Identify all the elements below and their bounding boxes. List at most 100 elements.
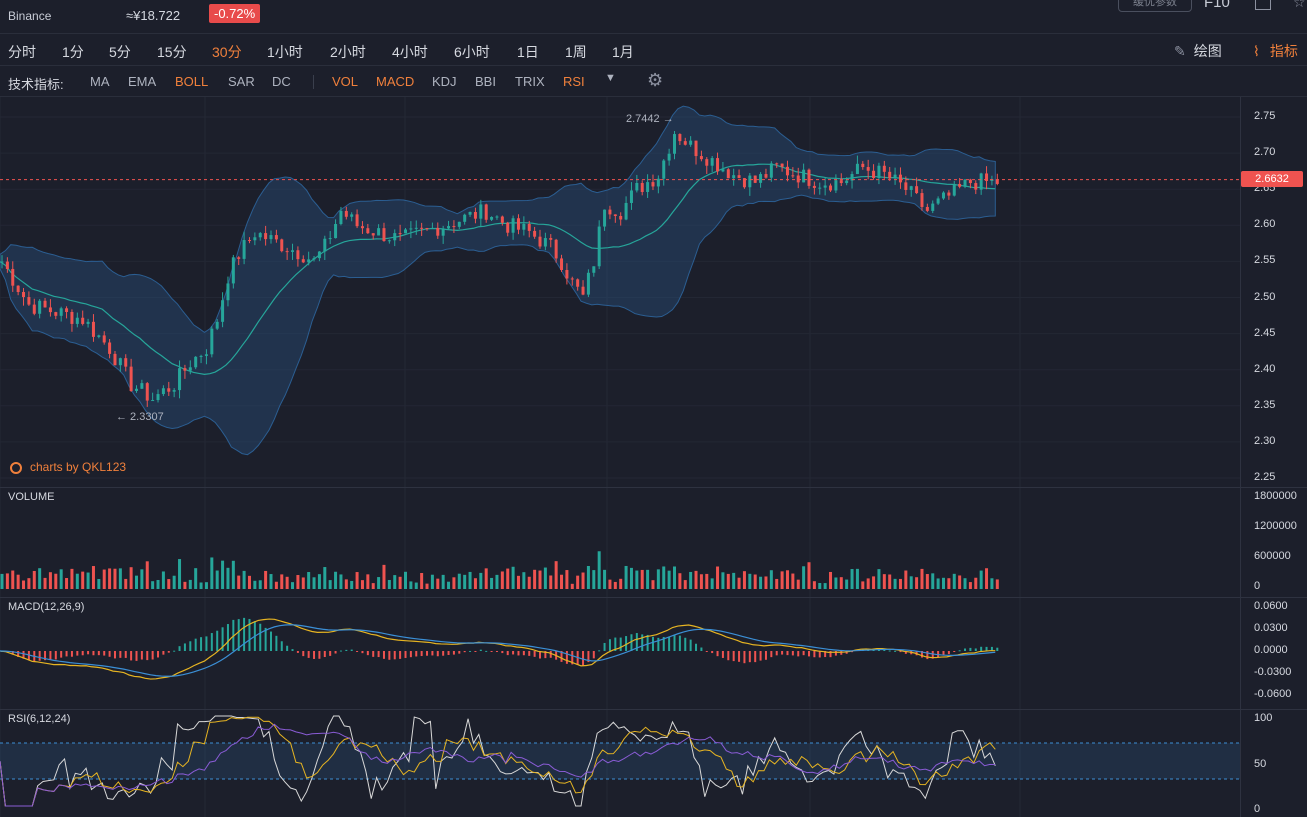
macd-histogram-bar <box>608 639 611 651</box>
macd-histogram-bar <box>651 636 654 651</box>
volume-bar <box>613 581 617 589</box>
period-tab[interactable]: 15分 <box>157 44 187 60</box>
indicator-toggle[interactable]: EMA <box>128 74 157 89</box>
period-tab[interactable]: 1月 <box>612 44 634 60</box>
volume-bar <box>931 573 935 589</box>
chevron-down-icon[interactable]: ▼ <box>605 72 616 84</box>
period-tab[interactable]: 6小时 <box>454 44 490 60</box>
macd-histogram-bar <box>178 646 181 651</box>
candle-body <box>91 321 95 337</box>
macd-histogram-bar <box>727 651 730 661</box>
rsi-line <box>0 715 996 807</box>
period-tab[interactable]: 1分 <box>62 44 84 60</box>
settings-button[interactable]: 缓优参数 <box>1118 0 1192 12</box>
macd-histogram-bar <box>97 651 100 656</box>
candle-body <box>845 180 849 184</box>
candle-body <box>393 233 397 241</box>
candle-body <box>855 163 859 175</box>
indicator-toggle[interactable]: SAR <box>228 74 255 89</box>
candle-body <box>527 223 531 231</box>
volume-bar <box>769 570 773 589</box>
period-tab[interactable]: 1小时 <box>267 44 303 60</box>
candle-body <box>102 335 106 343</box>
volume-bar <box>947 578 951 589</box>
price-tick: 2.60 <box>1254 218 1276 231</box>
period-tab[interactable]: 1周 <box>565 44 587 60</box>
macd-histogram-bar <box>65 651 68 657</box>
candle-body <box>974 183 978 190</box>
indicator-toggle[interactable]: BOLL <box>175 74 209 89</box>
macd-histogram-bar <box>684 637 687 651</box>
macd-histogram-bar <box>226 624 229 651</box>
candle-body <box>16 285 20 293</box>
volume-bar <box>307 572 311 589</box>
period-tab[interactable]: 30分 <box>212 44 242 60</box>
volume-bar <box>32 570 36 589</box>
volume-bar <box>204 582 208 589</box>
volume-bar <box>823 583 827 589</box>
draw-tool-button[interactable]: ✎ 绘图 <box>1174 41 1222 61</box>
indicator-toggle[interactable]: TRIX <box>515 74 545 89</box>
candle-body <box>737 175 741 179</box>
candle-body <box>54 312 58 316</box>
period-tab[interactable]: 4小时 <box>392 44 428 60</box>
gear-icon[interactable]: ⚙ <box>647 70 664 90</box>
volume-bar <box>893 578 897 589</box>
period-tab[interactable]: 5分 <box>109 44 131 60</box>
volume-bar <box>974 577 978 589</box>
macd-histogram-bar <box>157 651 160 658</box>
period-tab[interactable]: 1日 <box>517 44 539 60</box>
indicator-button[interactable]: ⌇ 指标 <box>1253 41 1298 61</box>
candle-body <box>925 206 929 211</box>
indicator-bar-label: 技术指标: <box>8 77 64 92</box>
volume-bar <box>490 577 494 589</box>
price-tick: 2.50 <box>1254 290 1276 303</box>
macd-histogram-bar <box>431 651 434 656</box>
candle-body <box>861 163 865 168</box>
indicator-toggle[interactable]: KDJ <box>432 74 457 89</box>
candle-body <box>791 175 795 177</box>
candle-body <box>850 174 854 181</box>
volume-bar <box>129 567 133 589</box>
price-tick: 2.70 <box>1254 146 1276 159</box>
macd-histogram-bar <box>323 651 326 658</box>
macd-histogram-bar <box>996 647 999 651</box>
fullscreen-icon[interactable] <box>1255 0 1271 10</box>
indicator-toggle[interactable]: MA <box>90 74 110 89</box>
indicator-toggle[interactable]: DC <box>272 74 291 89</box>
macd-histogram-bar <box>388 651 391 660</box>
volume-bar <box>689 571 693 589</box>
candle-body <box>888 171 892 179</box>
macd-histogram-bar <box>377 651 380 658</box>
volume-bar <box>791 573 795 589</box>
macd-histogram-bar <box>808 651 810 657</box>
candle-body <box>436 227 440 236</box>
candle-body <box>323 238 327 252</box>
macd-histogram-bar <box>587 651 590 663</box>
volume-bar <box>570 583 574 589</box>
candle-body <box>500 216 504 223</box>
candle-body <box>796 175 800 183</box>
period-tab[interactable]: 分时 <box>8 44 36 60</box>
macd-histogram-bar <box>173 650 176 652</box>
macd-histogram-bar <box>786 651 789 656</box>
price-tick: 2.75 <box>1254 110 1276 122</box>
volume-bar <box>640 569 644 589</box>
indicator-toggle[interactable]: MACD <box>376 74 415 89</box>
f10-button[interactable]: F10 <box>1204 0 1230 11</box>
candle-body <box>543 238 547 247</box>
macd-histogram-bar <box>436 651 439 657</box>
axis-tick: 0 <box>1254 803 1261 815</box>
star-icon[interactable]: ☆ <box>1293 0 1306 10</box>
volume-bar <box>995 579 999 589</box>
period-tab[interactable]: 2小时 <box>330 44 366 60</box>
indicator-toggle[interactable]: VOL <box>332 74 359 89</box>
price-tick: 2.45 <box>1254 326 1276 339</box>
indicator-toggle[interactable]: BBI <box>475 74 496 89</box>
volume-bar <box>404 571 407 589</box>
macd-histogram-bar <box>372 651 375 657</box>
macd-histogram-bar <box>501 651 504 654</box>
macd-histogram-bar <box>130 651 133 661</box>
indicator-toggle[interactable]: RSI <box>563 74 585 89</box>
